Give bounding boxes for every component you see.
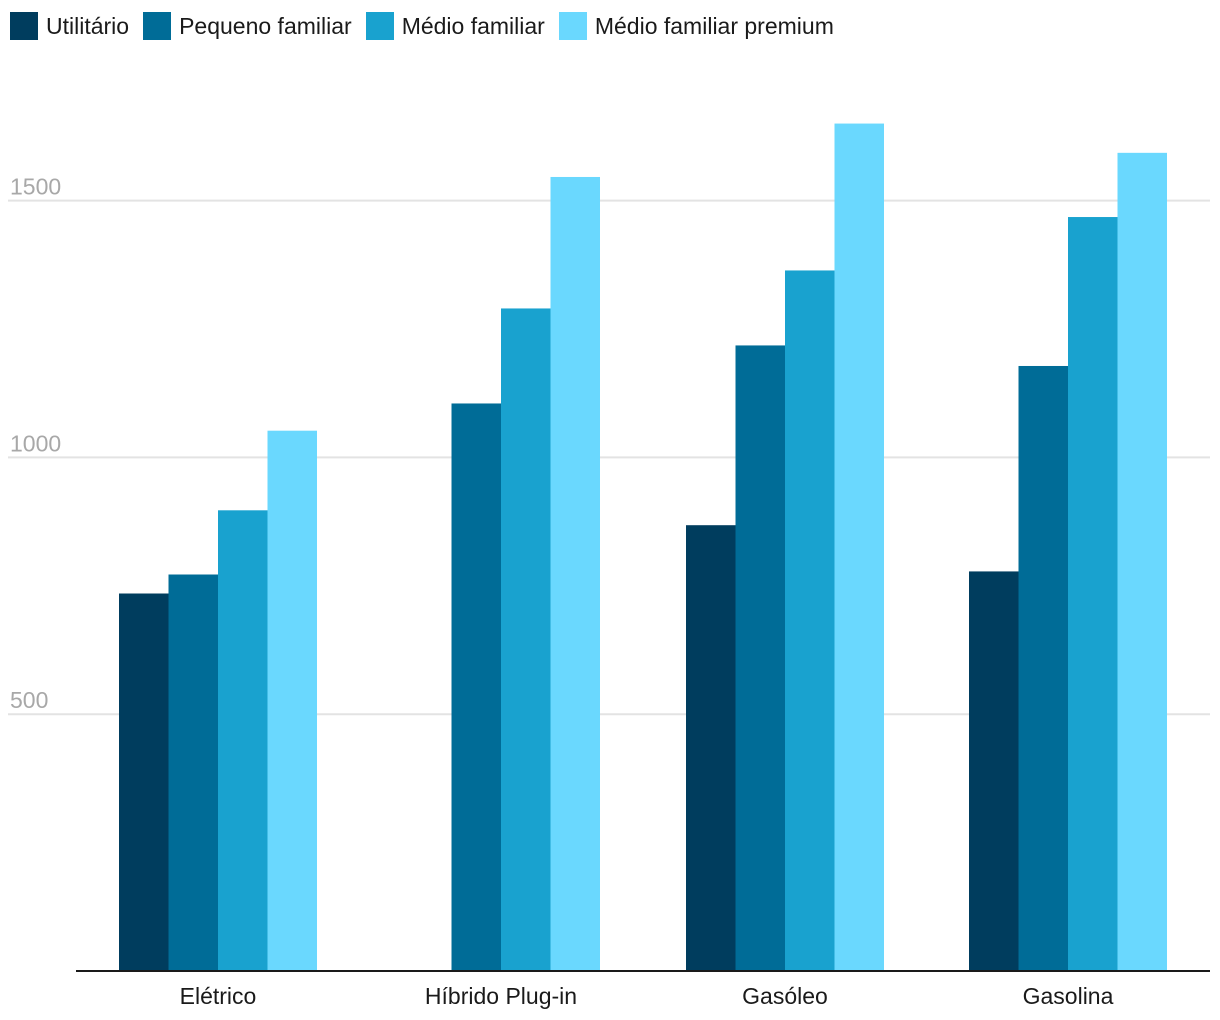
y-tick-label-1000: 1000: [10, 430, 61, 456]
bar-gasoleo-pequeno-familiar: [735, 345, 785, 972]
bar-hibrido-plug-in-medio-familiar: [501, 308, 551, 971]
legend-swatch-medio-familiar-premium: [558, 12, 587, 40]
legend-label-utilitario: Utilitário: [46, 12, 130, 39]
bar-hibrido-plug-in-medio-familiar-premium: [550, 176, 600, 972]
legend-item-utilitario: Utilitário: [10, 12, 129, 40]
bar-eletrico-utilitario: [119, 593, 169, 971]
bar-eletrico-pequeno-familiar: [168, 574, 218, 971]
legend-item-medio-familiar-premium: Médio familiar premium: [558, 12, 834, 40]
bar-hibrido-plug-in-pequeno-familiar: [451, 403, 501, 971]
x-tick-label-gasoleo: Gasóleo: [742, 983, 828, 1009]
bar-gasolina-medio-familiar-premium: [1117, 152, 1167, 971]
legend-label-pequeno-familiar: Pequeno familiar: [179, 12, 352, 39]
y-tick-label-1500: 1500: [10, 174, 61, 200]
x-tick-label-hibrido-plug-in: Híbrido Plug-in: [425, 983, 577, 1009]
bar-gasolina-medio-familiar: [1068, 217, 1118, 971]
x-tick-label-gasolina: Gasolina: [1023, 983, 1114, 1009]
chart-legend: Utilitário Pequeno familiar Médio famili…: [10, 10, 834, 42]
x-tick-label-eletrico: Elétrico: [180, 983, 257, 1009]
legend-label-medio-familiar: Médio familiar: [401, 12, 545, 39]
legend-label-medio-familiar-premium: Médio familiar premium: [594, 12, 834, 39]
bar-eletrico-medio-familiar: [218, 510, 268, 971]
legend-item-medio-familiar: Médio familiar: [365, 12, 545, 40]
bar-gasoleo-medio-familiar-premium: [834, 123, 884, 971]
bar-eletrico-medio-familiar-premium: [267, 430, 317, 971]
bar-gasoleo-utilitario: [686, 525, 736, 971]
legend-item-pequeno-familiar: Pequeno familiar: [143, 12, 352, 40]
legend-swatch-medio-familiar: [365, 12, 394, 40]
bar-gasolina-pequeno-familiar: [1018, 365, 1068, 971]
bar-gasolina-utilitario: [969, 571, 1019, 971]
legend-swatch-pequeno-familiar: [143, 12, 172, 40]
y-tick-label-500: 500: [10, 687, 48, 713]
bar-gasoleo-medio-familiar: [785, 270, 835, 971]
legend-swatch-utilitario: [10, 12, 38, 40]
